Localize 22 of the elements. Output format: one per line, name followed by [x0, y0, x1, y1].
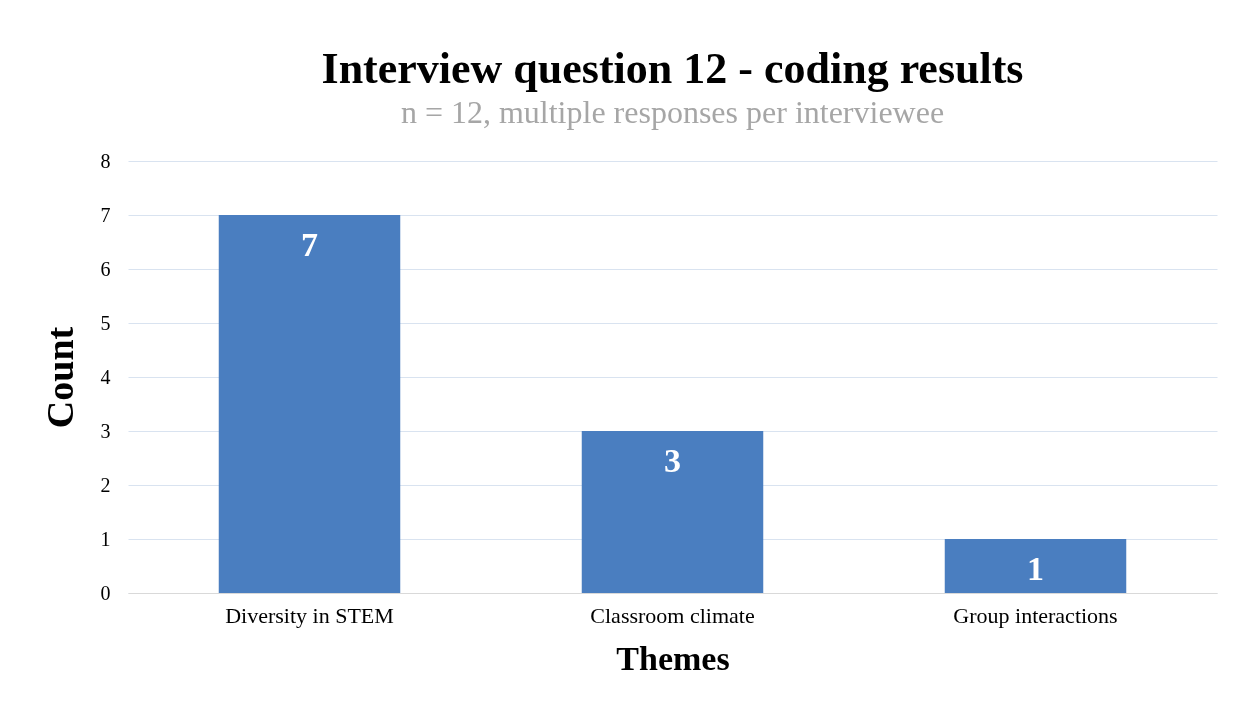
chart-subtitle: n = 12, multiple responses per interviewee — [400, 94, 945, 130]
data-label: 7 — [301, 226, 318, 263]
bar — [581, 431, 764, 593]
x-tick-label: Classroom climate — [590, 602, 755, 628]
y-tick-label: 7 — [100, 203, 111, 226]
y-tick-label: 0 — [100, 581, 111, 604]
y-tick-label: 6 — [100, 257, 111, 280]
y-tick-label: 3 — [100, 419, 111, 442]
y-tick-label: 4 — [100, 365, 111, 388]
y-axis-title: Count — [38, 326, 81, 429]
y-tick-label: 2 — [100, 473, 111, 496]
y-tick-label: 5 — [100, 311, 111, 334]
x-axis-title: Themes — [616, 639, 730, 677]
y-tick-label: 1 — [100, 527, 111, 550]
chart-title: Interview question 12 - coding results — [321, 44, 1024, 93]
y-tick-label: 8 — [100, 149, 111, 172]
bar — [218, 215, 401, 593]
bar — [944, 539, 1127, 593]
x-tick-label: Group interactions — [953, 602, 1118, 628]
data-label: 1 — [1027, 550, 1044, 587]
x-tick-label: Diversity in STEM — [225, 602, 394, 628]
data-label: 3 — [664, 442, 681, 479]
